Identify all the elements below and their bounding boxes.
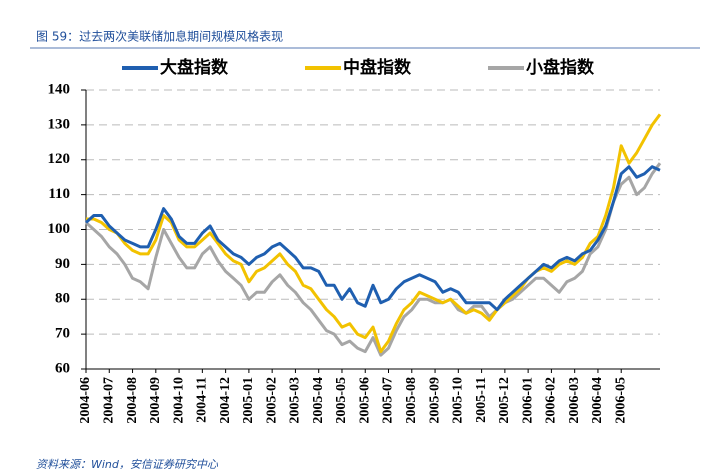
series-line xyxy=(86,113,662,354)
x-tick-label: 2005-02 xyxy=(264,377,279,424)
chart-title: 图 59：过去两次美联储加息期间规模风格表现 xyxy=(36,29,283,44)
x-tick-label: 2005-03 xyxy=(288,377,303,424)
source: 资料来源：Wind，安信证券研究中心 xyxy=(36,458,219,469)
x-tick-label: 2004-06 xyxy=(78,377,93,424)
x-tick-label: 2006-02 xyxy=(544,377,559,424)
x-tick-label: 2004-11 xyxy=(195,377,210,423)
x-tick-label: 2005-07 xyxy=(381,377,396,424)
y-tick-label: 140 xyxy=(48,81,71,97)
x-tick-label: 2005-01 xyxy=(241,377,256,424)
y-tick-label: 90 xyxy=(55,256,70,272)
y-tick-label: 100 xyxy=(48,221,71,237)
y-tick-label: 110 xyxy=(48,186,70,202)
x-tick-label: 2005-05 xyxy=(334,377,349,424)
x-tick-label: 2004-09 xyxy=(148,377,163,424)
x-tick-label: 2005-09 xyxy=(427,377,442,424)
y-tick-label: 70 xyxy=(55,326,70,342)
x-tick-label: 2005-11 xyxy=(474,377,489,423)
y-tick-label: 120 xyxy=(48,151,71,167)
x-tick-label: 2005-08 xyxy=(404,377,419,424)
x-tick-label: 2005-10 xyxy=(451,377,466,424)
x-tick-label: 2004-08 xyxy=(125,377,140,424)
x-tick-label: 2006-04 xyxy=(590,377,605,424)
x-tick-label: 2005-12 xyxy=(497,377,512,424)
y-tick-label: 80 xyxy=(55,291,70,307)
y-tick-label: 130 xyxy=(48,116,71,132)
x-tick-label: 2004-10 xyxy=(171,377,186,424)
x-tick-label: 2005-06 xyxy=(357,377,372,424)
legend-label: 小盘指数 xyxy=(526,57,595,78)
legend-label: 大盘指数 xyxy=(160,57,229,78)
series-line xyxy=(84,165,661,312)
x-tick-label: 2004-12 xyxy=(218,377,233,424)
x-tick-label: 2006-05 xyxy=(613,377,628,424)
x-tick-label: 2006-01 xyxy=(520,377,535,424)
legend-label: 中盘指数 xyxy=(343,57,412,78)
y-tick-label: 60 xyxy=(55,360,70,376)
x-tick-label: 2004-07 xyxy=(101,377,116,424)
series-line xyxy=(84,162,662,357)
x-tick-label: 2006-03 xyxy=(567,377,582,424)
x-tick-label: 2005-04 xyxy=(311,377,326,424)
